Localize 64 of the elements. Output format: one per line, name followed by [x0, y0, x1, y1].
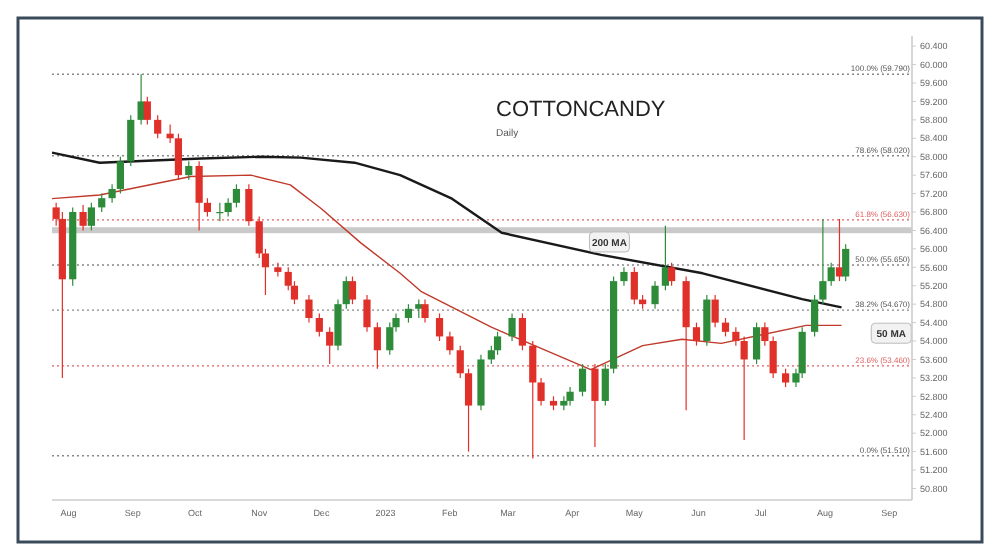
candlestick: [98, 192, 106, 213]
candlestick: [127, 114, 135, 167]
candlestick: [835, 218, 844, 282]
candlestick: [761, 322, 769, 347]
candlestick: [348, 275, 357, 305]
candlestick: [456, 345, 464, 379]
candlestick: [668, 262, 676, 287]
candlestick: [651, 280, 659, 310]
candlestick: [819, 218, 827, 305]
candlestick: [143, 96, 151, 126]
candlestick: [811, 294, 819, 338]
candlestick: [224, 197, 232, 218]
candlestick: [842, 243, 850, 282]
candlestick: [566, 386, 574, 407]
line-series: [50, 151, 843, 309]
candlestick: [601, 363, 609, 407]
candlestick: [373, 322, 381, 370]
candlestick: [305, 294, 313, 324]
candlestick: [154, 114, 162, 139]
candlestick: [508, 312, 516, 342]
candlestick: [446, 331, 454, 356]
candlestick: [711, 294, 719, 328]
candlestick: [493, 331, 502, 356]
candlestick: [334, 298, 342, 351]
candlestick: [620, 266, 628, 287]
candlestick: [174, 133, 183, 181]
text: COTTONCANDY: [496, 98, 667, 122]
candlestick: [185, 160, 193, 181]
candlestick: [404, 303, 413, 324]
candlestick: [682, 275, 690, 411]
candlestick: [477, 354, 485, 411]
candlestick: [721, 317, 730, 338]
candlestick: [781, 368, 790, 388]
candlestick: [315, 312, 323, 338]
candlestick: [537, 377, 545, 407]
candlestick: [591, 363, 599, 448]
candlestick: [703, 294, 711, 347]
candlestick: [195, 160, 203, 232]
candlestick: [692, 322, 701, 347]
candlestick: [415, 298, 423, 319]
candlestick: [245, 183, 253, 227]
candlestick: [363, 294, 371, 333]
candlestick: [108, 183, 116, 204]
candlestick: [79, 204, 87, 232]
candlestick: [87, 202, 95, 232]
candlestick: [732, 326, 740, 347]
candlestick: [116, 156, 124, 195]
candlestick: [630, 266, 638, 305]
candlestick: [560, 395, 568, 411]
candlestick: [518, 312, 527, 351]
candlestick: [529, 340, 537, 460]
candlestick: [274, 262, 282, 278]
candlestick: [740, 335, 748, 441]
candlestick: [232, 183, 241, 209]
candlestick: [769, 335, 777, 379]
candlestick: [203, 197, 212, 218]
candlestick: [827, 262, 835, 287]
candlestick: [421, 298, 429, 324]
candlestick: [435, 312, 444, 342]
candlestick: [798, 326, 806, 379]
candlestick: [752, 322, 761, 365]
candlestick: [326, 326, 334, 365]
candlestick: [578, 363, 587, 397]
candlestick: [464, 368, 473, 453]
